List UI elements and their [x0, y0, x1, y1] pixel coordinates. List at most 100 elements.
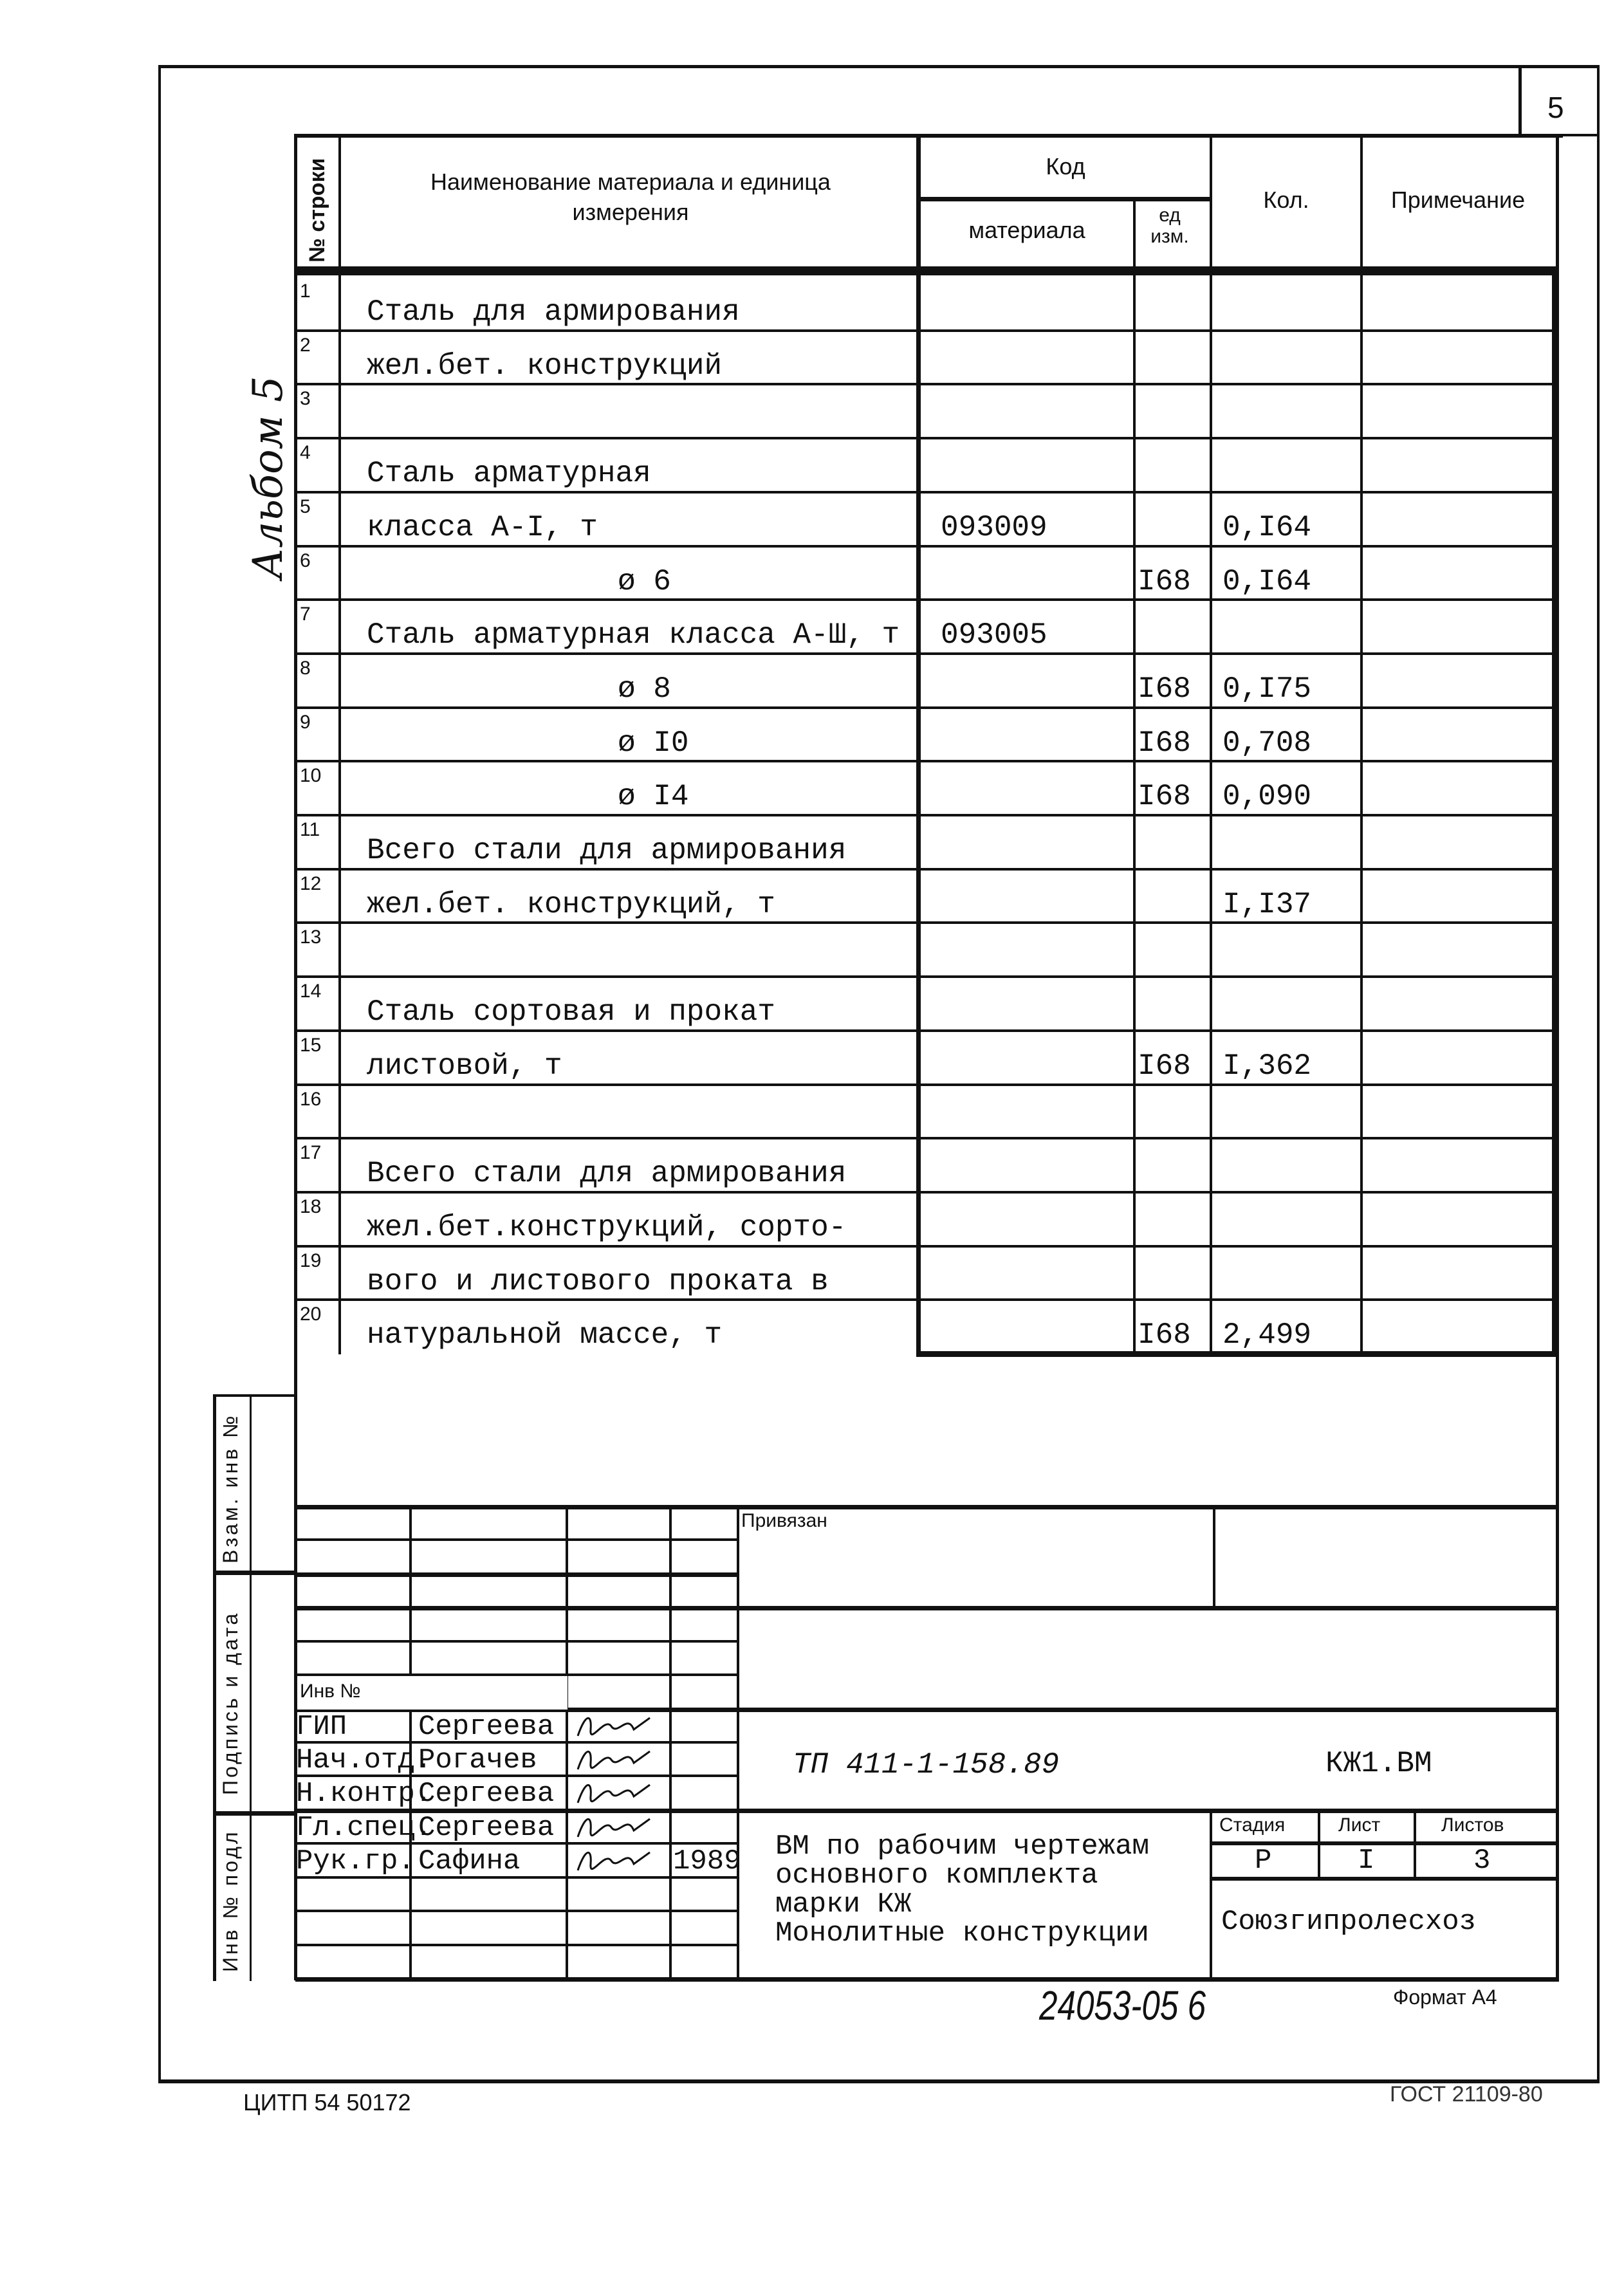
- col-material-code: [916, 134, 921, 1356]
- row-number: 2: [300, 335, 311, 356]
- frame-right: [1597, 65, 1600, 2081]
- stamp-row-line: [295, 1809, 1559, 1813]
- stamp-col-line: [737, 1506, 739, 1978]
- row-divider: [295, 1298, 1556, 1301]
- sheets-value: 3: [1473, 1845, 1491, 1877]
- stamp-row-line: [295, 1572, 739, 1577]
- sheet-value: I: [1358, 1845, 1375, 1877]
- header-code-material: материала: [968, 217, 1085, 243]
- row-number: 8: [300, 658, 311, 679]
- frame-top: [160, 65, 1599, 68]
- stamp-row-line: [295, 1640, 739, 1643]
- material-name: Всего стали для армирования: [367, 1157, 847, 1190]
- side-strip-inner: [250, 1396, 252, 1981]
- row-number: 7: [300, 604, 311, 625]
- row-number: 9: [300, 712, 311, 733]
- side-strip-outer: [213, 1396, 216, 1981]
- quantity: 2,499: [1223, 1318, 1312, 1352]
- label-replace-inv: Взам. инв №: [219, 1413, 242, 1563]
- row-number: 18: [300, 1196, 322, 1217]
- stamp-col-line: [1210, 1813, 1212, 1978]
- label-inv-orig: Инв № подл: [219, 1829, 242, 1972]
- row-divider: [295, 383, 1556, 385]
- sheet-label: Лист: [1338, 1814, 1381, 1836]
- unit-code: I68: [1138, 1318, 1191, 1352]
- signer-name: Рогачев: [418, 1744, 537, 1776]
- unit-code: I68: [1138, 565, 1191, 598]
- row-number: 1: [300, 281, 311, 302]
- row-divider: [295, 1191, 1556, 1194]
- stamp-row-line: [295, 1606, 1559, 1610]
- col-rowno: [338, 134, 341, 1354]
- col-unit: [1133, 199, 1136, 1354]
- row-number: 14: [300, 981, 322, 1002]
- stamp-row-line: [295, 1876, 739, 1879]
- label-sign-date: Подпись и дата: [219, 1610, 242, 1795]
- row-number: 16: [300, 1089, 322, 1110]
- table-right: [1556, 134, 1559, 1980]
- album-label: Альбом 5: [245, 376, 292, 579]
- material-name: ø I0: [618, 726, 689, 760]
- organization: Союзгипролесхоз: [1221, 1906, 1477, 1938]
- quantity: 0,I75: [1223, 672, 1312, 706]
- row-number: 12: [300, 873, 322, 894]
- material-name: Сталь арматурная: [367, 457, 651, 490]
- row-divider: [295, 491, 1556, 493]
- signer-role: Рук.гр.: [296, 1845, 415, 1877]
- standard-code: ГОСТ 21109-80: [1390, 2082, 1543, 2106]
- signer-role: Нач.отд.: [296, 1744, 432, 1776]
- material-name: Сталь сортовая и прокат: [367, 995, 775, 1029]
- data-bottom-thick: [916, 1351, 1557, 1357]
- material-name: ø 8: [618, 672, 671, 706]
- quantity: 0,I64: [1223, 511, 1312, 544]
- format-label: Формат А4: [1393, 1986, 1497, 2009]
- material-name: листовой, т: [367, 1049, 562, 1083]
- row-divider: [295, 437, 1556, 439]
- signer-date: 1989: [673, 1845, 741, 1877]
- stage-label: Стадия: [1219, 1814, 1286, 1836]
- row-divider: [295, 1137, 1556, 1139]
- stamp-row-line: [295, 1708, 1559, 1712]
- material-name: жел.бет. конструкций, т: [367, 888, 775, 921]
- row-divider: [295, 1083, 1556, 1086]
- side-strip-div1: [213, 1571, 297, 1575]
- inv-no-label: Инв №: [300, 1681, 361, 1702]
- stamp-row-line: [295, 1944, 739, 1946]
- project-code: ТП 411-1-158.89: [793, 1748, 1060, 1782]
- material-name: Сталь для армирования: [367, 295, 740, 329]
- material-name: Всего стали для армирования: [367, 834, 847, 867]
- side-strip-top: [213, 1394, 297, 1397]
- row-number: 20: [300, 1304, 322, 1325]
- row-divider: [295, 975, 1556, 978]
- quantity: I,362: [1223, 1049, 1312, 1083]
- table-left: [294, 134, 297, 1980]
- stamp-row-line: [295, 1741, 739, 1744]
- title-line: ВМ по рабочим чертежам: [775, 1830, 1149, 1863]
- row-number: 3: [300, 388, 311, 409]
- frame-left: [158, 65, 161, 2083]
- col-note: [1360, 134, 1363, 1354]
- signer-name: Сафина: [418, 1845, 521, 1877]
- signer-name: Сергеева: [418, 1778, 555, 1810]
- signer-role: Гл.спец.: [296, 1812, 432, 1844]
- row-divider: [295, 329, 1556, 332]
- title-line: марки КЖ: [775, 1888, 912, 1921]
- quantity: I,I37: [1223, 888, 1312, 921]
- stamp-col-line: [409, 1506, 412, 1978]
- stamp-row-line: [295, 1673, 739, 1676]
- signature-icon: [577, 1784, 651, 1803]
- material-name: натуральной массе, т: [367, 1318, 723, 1352]
- signature-icon: [577, 1818, 651, 1838]
- material-name: жел.бет.конструкций, сорто-: [367, 1211, 847, 1244]
- quantity: 0,090: [1223, 780, 1312, 813]
- stamp-row-line: [295, 1775, 739, 1777]
- signature-icon: [577, 1717, 651, 1737]
- header-row-no: № строки: [305, 158, 329, 263]
- stage-value: Р: [1255, 1845, 1272, 1877]
- material-name: вого и листового проката в: [367, 1265, 829, 1298]
- table-top: [295, 134, 1563, 138]
- stamp-col-line: [566, 1506, 568, 1978]
- stamp-col-line: [1318, 1813, 1320, 1879]
- header-code-unit: ед изм.: [1150, 205, 1189, 247]
- unit-code: I68: [1138, 726, 1191, 760]
